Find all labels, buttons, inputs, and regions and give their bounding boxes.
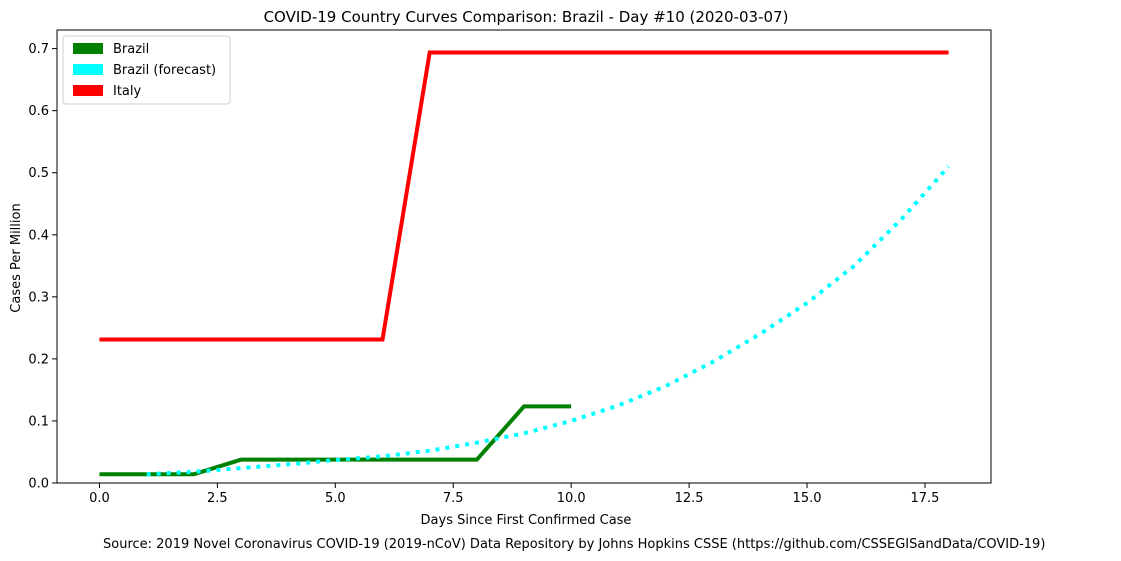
chart-title: COVID-19 Country Curves Comparison: Braz… [264,8,789,26]
x-tick-label: 0.0 [89,491,110,506]
x-tick-label: 5.0 [325,491,346,506]
legend-item-brazil: Brazil [73,42,149,57]
x-tick-label: 15.0 [793,491,822,506]
legend-label-brazil: Brazil [113,42,149,57]
legend: Brazil Brazil (forecast) Italy [62,35,231,105]
series-line-italy [99,50,949,342]
legend-item-brazil-forecast: Brazil (forecast) [73,63,216,78]
x-tick-label: 2.5 [207,491,228,506]
source-note: Source: 2019 Novel Coronavirus COVID-19 … [103,537,1045,552]
plot-area [56,29,992,484]
x-tick-label: 17.5 [910,491,939,506]
y-tick-label: 0.0 [28,477,49,492]
legend-swatch-brazil-forecast [73,64,103,75]
series-brazil-forecast [146,165,951,477]
legend-label-brazil-forecast: Brazil (forecast) [113,63,216,78]
y-tick-label: 0.5 [28,166,49,181]
x-tick-label: 7.5 [443,491,464,506]
y-tick-label: 0.3 [28,290,49,305]
y-tick-label: 0.6 [28,104,49,119]
y-axis: 0.0 0.1 0.2 0.3 0.4 0.5 0.6 0.7 [28,42,57,492]
y-tick-label: 0.2 [28,352,49,367]
plot-border [56,29,992,484]
legend-box [62,35,231,105]
series-layer [99,50,951,477]
legend-items: Brazil Brazil (forecast) Italy [73,42,216,99]
legend-label-italy: Italy [113,84,142,99]
y-tick-label: 0.4 [28,228,49,243]
legend-swatch-brazil [73,43,103,54]
x-axis-title: Days Since First Confirmed Case [421,513,632,528]
x-tick-label: 12.5 [675,491,704,506]
legend-item-italy: Italy [73,84,142,99]
legend-swatch-italy [73,85,103,96]
series-line-brazil-forecast [146,165,951,477]
y-tick-label: 0.7 [28,42,49,57]
series-italy [99,50,949,342]
x-tick-label: 10.0 [557,491,586,506]
y-tick-label: 0.1 [28,414,49,429]
x-axis: 0.0 2.5 5.0 7.5 10.0 12.5 15.0 17.5 [89,483,939,506]
y-axis-title: Cases Per Million [9,203,24,312]
